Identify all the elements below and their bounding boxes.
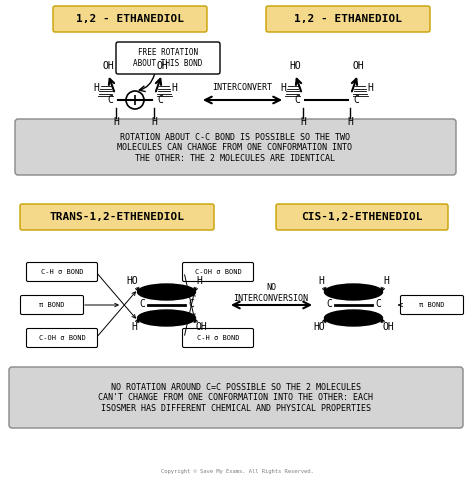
Text: H: H	[196, 276, 202, 286]
Ellipse shape	[137, 284, 195, 300]
Text: C: C	[353, 95, 359, 105]
Text: OH: OH	[156, 61, 168, 71]
Text: H: H	[300, 117, 306, 127]
FancyBboxPatch shape	[276, 204, 448, 230]
Text: H: H	[151, 117, 157, 127]
Text: H: H	[367, 83, 373, 93]
Text: C: C	[139, 299, 145, 309]
Text: NO
INTERCONVERSION: NO INTERCONVERSION	[234, 283, 309, 303]
Text: ROTATION ABOUT C-C BOND IS POSSIBLE SO THE TWO
MOLECULES CAN CHANGE FROM ONE CON: ROTATION ABOUT C-C BOND IS POSSIBLE SO T…	[118, 133, 353, 163]
Ellipse shape	[325, 284, 383, 300]
Text: π BOND: π BOND	[39, 302, 65, 308]
Text: C: C	[107, 95, 113, 105]
Text: FREE ROTATION
ABOUT THIS BOND: FREE ROTATION ABOUT THIS BOND	[133, 48, 203, 67]
Text: OH: OH	[102, 61, 114, 71]
Text: HO: HO	[313, 322, 325, 332]
FancyBboxPatch shape	[266, 6, 430, 32]
Text: C-H σ BOND: C-H σ BOND	[197, 335, 239, 341]
Text: H: H	[171, 83, 177, 93]
Text: Copyright © Save My Exams. All Rights Reserved.: Copyright © Save My Exams. All Rights Re…	[161, 469, 313, 474]
FancyBboxPatch shape	[401, 295, 464, 314]
Ellipse shape	[137, 310, 195, 326]
Text: OH: OH	[195, 322, 207, 332]
FancyBboxPatch shape	[116, 42, 220, 74]
FancyBboxPatch shape	[182, 263, 254, 281]
FancyBboxPatch shape	[53, 6, 207, 32]
Text: C-H σ BOND: C-H σ BOND	[41, 269, 83, 275]
FancyBboxPatch shape	[27, 263, 98, 281]
Text: 1,2 - ETHANEDIOL: 1,2 - ETHANEDIOL	[76, 14, 184, 24]
Text: C: C	[375, 299, 381, 309]
Text: H: H	[347, 117, 353, 127]
Text: OH: OH	[352, 61, 364, 71]
Text: INTERCONVERT: INTERCONVERT	[212, 83, 272, 93]
Text: C: C	[188, 299, 194, 309]
Text: NO ROTATION AROUND C=C POSSIBLE SO THE 2 MOLECULES
CAN'T CHANGE FROM ONE CONFORM: NO ROTATION AROUND C=C POSSIBLE SO THE 2…	[99, 383, 374, 413]
Text: C: C	[326, 299, 332, 309]
FancyBboxPatch shape	[9, 367, 463, 428]
Text: HO: HO	[126, 276, 138, 286]
FancyBboxPatch shape	[20, 295, 83, 314]
Text: CIS-1,2-ETHENEDIOL: CIS-1,2-ETHENEDIOL	[301, 212, 423, 222]
FancyBboxPatch shape	[20, 204, 214, 230]
FancyBboxPatch shape	[15, 119, 456, 175]
Text: H: H	[318, 276, 324, 286]
Text: OH: OH	[382, 322, 394, 332]
Text: C-OH σ BOND: C-OH σ BOND	[38, 335, 85, 341]
Text: C: C	[294, 95, 300, 105]
Text: H: H	[93, 83, 99, 93]
Ellipse shape	[325, 310, 383, 326]
Text: C: C	[157, 95, 163, 105]
Text: π BOND: π BOND	[419, 302, 445, 308]
FancyBboxPatch shape	[27, 329, 98, 348]
Text: H: H	[113, 117, 119, 127]
Text: H: H	[383, 276, 389, 286]
FancyBboxPatch shape	[182, 329, 254, 348]
Text: 1,2 - ETHANEDIOL: 1,2 - ETHANEDIOL	[294, 14, 402, 24]
Text: C-OH σ BOND: C-OH σ BOND	[195, 269, 241, 275]
Text: HO: HO	[289, 61, 301, 71]
Text: H: H	[131, 322, 137, 332]
Text: TRANS-1,2-ETHENEDIOL: TRANS-1,2-ETHENEDIOL	[49, 212, 184, 222]
Text: H: H	[280, 83, 286, 93]
